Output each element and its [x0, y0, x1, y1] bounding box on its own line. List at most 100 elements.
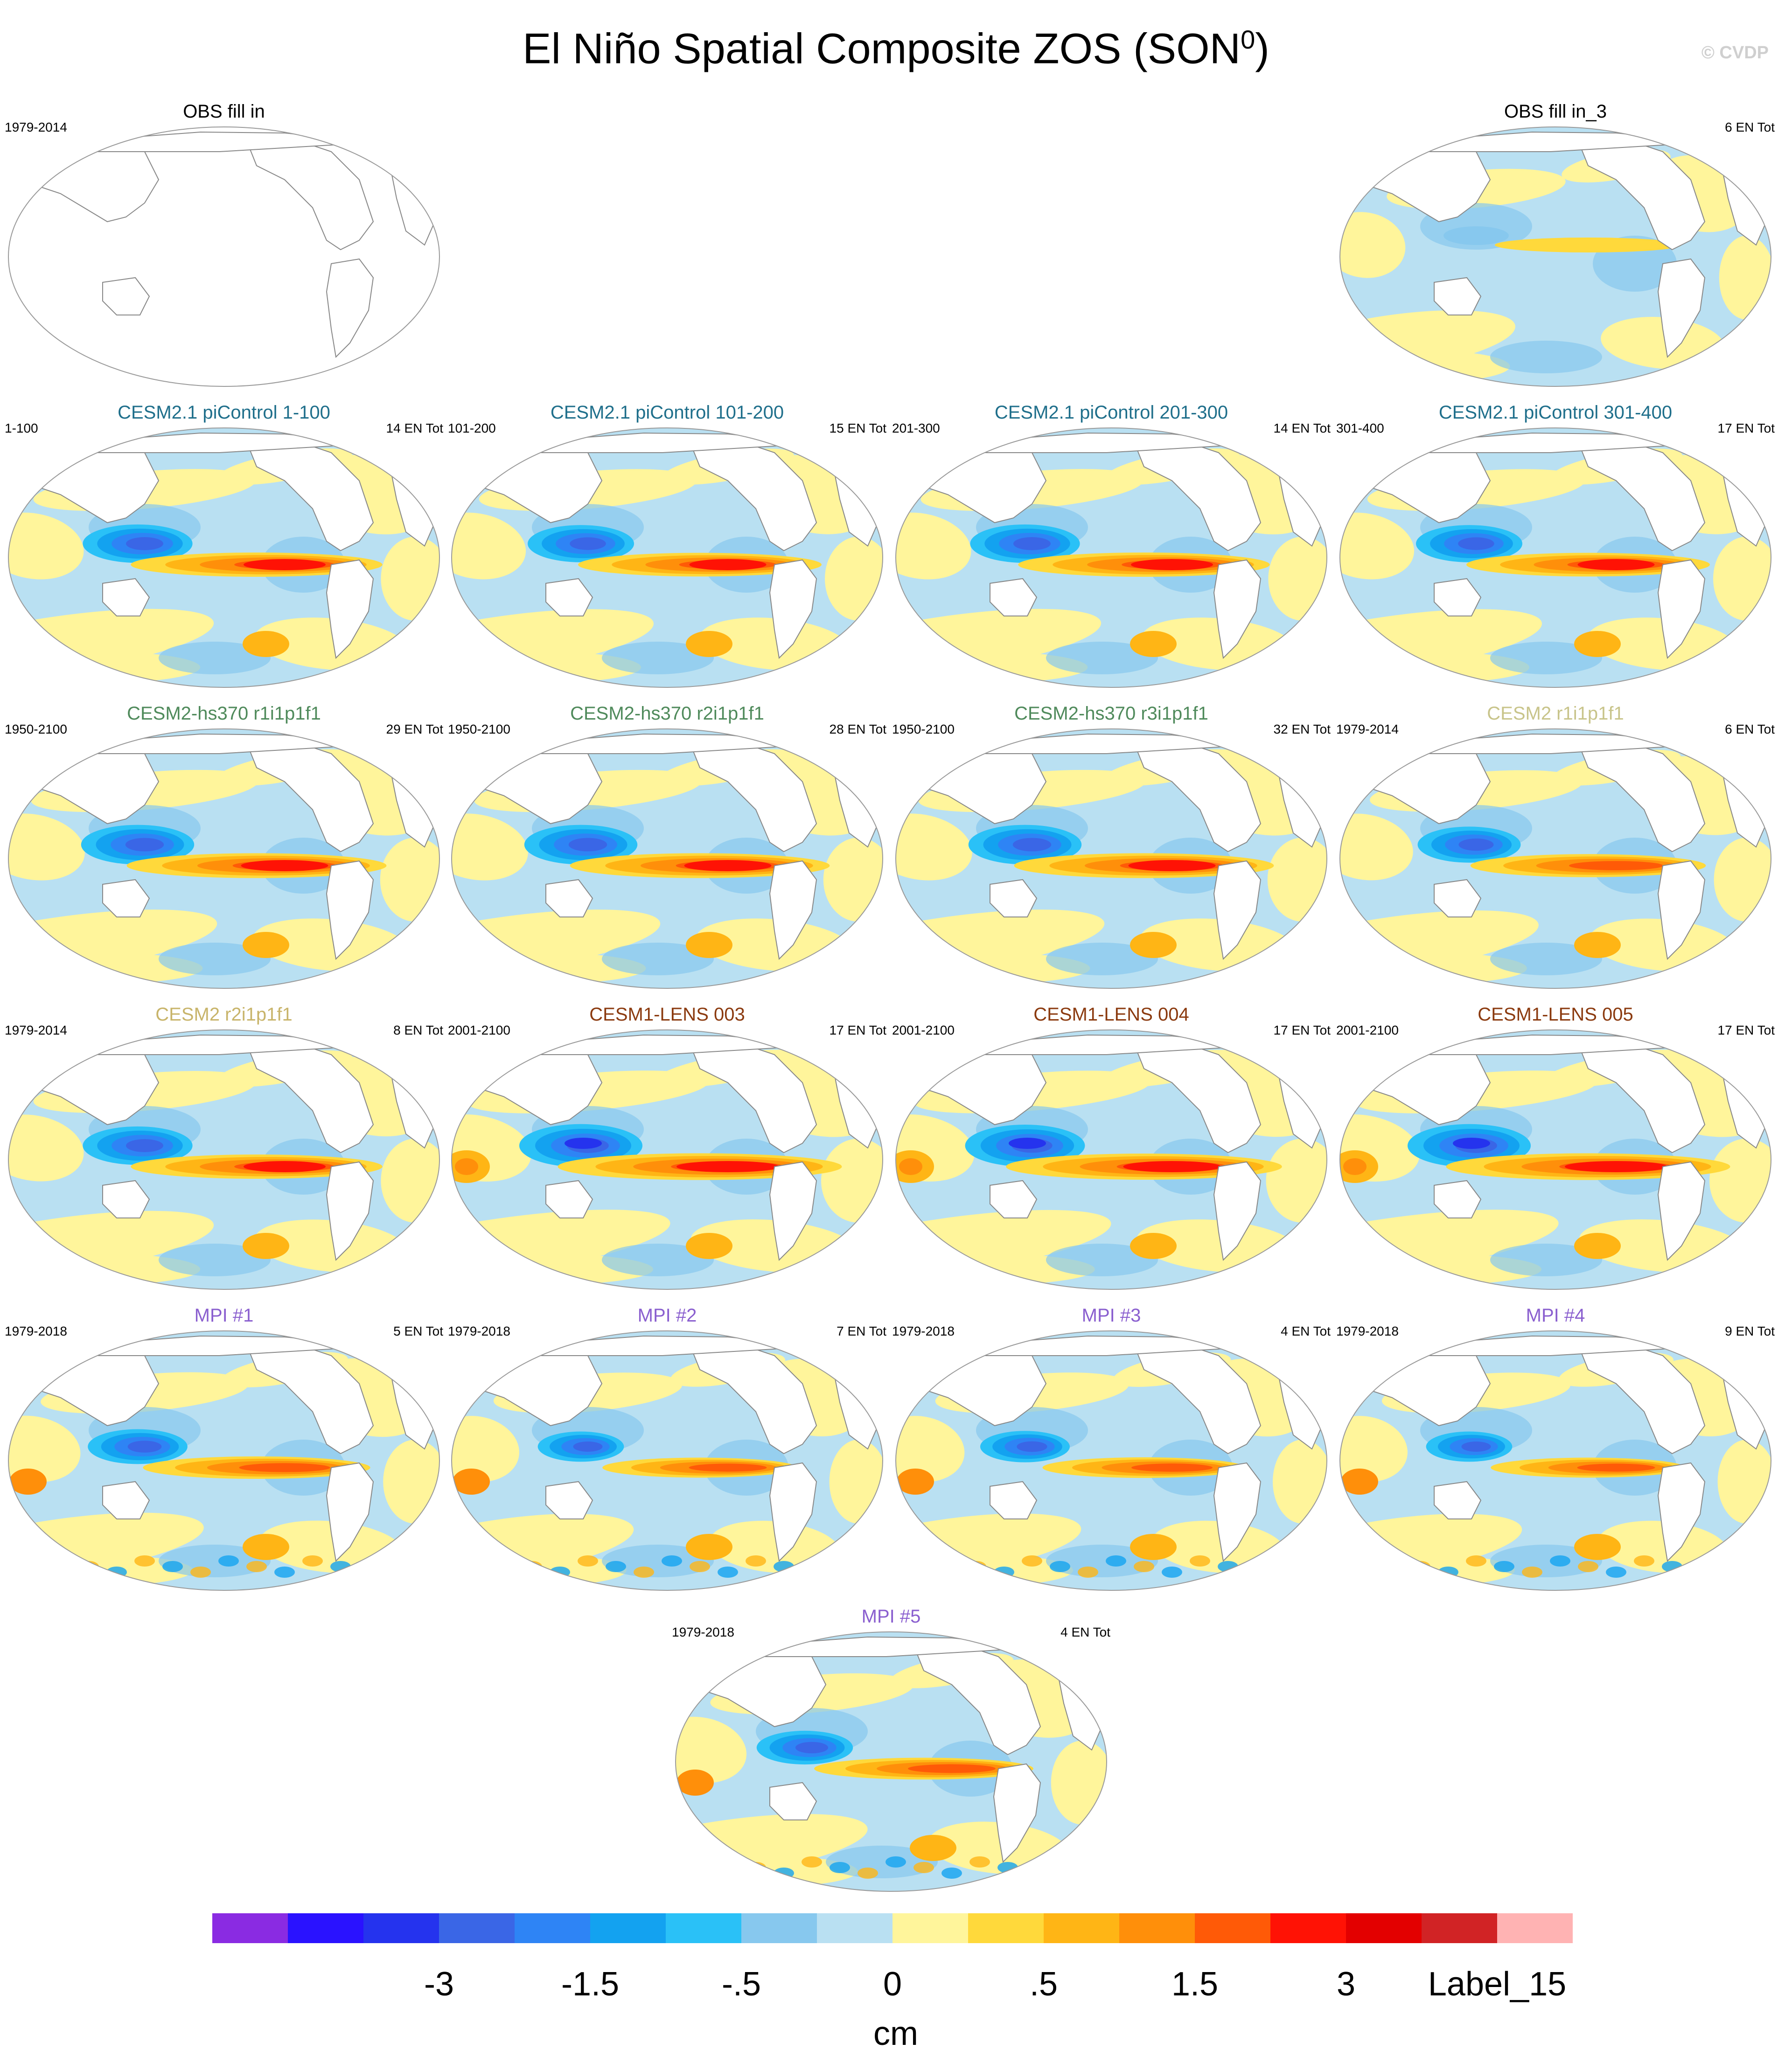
anomaly-positive-weak: [1717, 1440, 1771, 1524]
anomaly-positive-weak: [1719, 236, 1771, 320]
colorbar-swatch: [1270, 1913, 1346, 1943]
anomaly-negative-weak: [1046, 1244, 1158, 1276]
southern-ocean-eddy: [1410, 1561, 1430, 1572]
anomaly-negative-weak: [602, 1244, 714, 1276]
copyright-label: © CVDP: [1701, 43, 1769, 63]
colorbar-swatch: [817, 1913, 893, 1943]
southern-ocean-eddy: [746, 1555, 766, 1567]
indian-ocean-anomaly-core: [455, 1158, 478, 1175]
southern-ocean-eddy: [606, 1561, 626, 1572]
south-pacific-anomaly: [1574, 1534, 1621, 1560]
southern-ocean-eddy: [358, 1567, 379, 1578]
land-mass: [545, 1481, 593, 1519]
south-pacific-anomaly: [686, 631, 732, 657]
southern-ocean-eddy: [886, 1856, 906, 1868]
land-mass: [1213, 860, 1262, 960]
land-mass: [990, 1180, 1038, 1218]
anomaly-negative-weak: [1490, 642, 1602, 674]
map-canvas: [451, 728, 883, 989]
land-mass: [1134, 438, 1262, 552]
map-panel: CESM2 r2i1p1f1 1979-2014 8 EN Tot: [5, 1003, 443, 1293]
map-outline: [1339, 1029, 1771, 1290]
panel-title: CESM2.1 piControl 1-100: [118, 402, 330, 423]
land-mass: [1434, 578, 1482, 616]
anomaly-negative-weak: [1490, 1244, 1602, 1276]
south-pacific-anomaly: [1130, 1233, 1177, 1259]
colorbar-units: cm: [873, 2015, 918, 2052]
map-outline: [895, 728, 1327, 989]
land-mass: [913, 1642, 1041, 1756]
map-outline: [1339, 728, 1771, 989]
southern-ocean-eddy: [802, 1856, 822, 1868]
southern-ocean-eddy: [1438, 1567, 1458, 1578]
map-canvas: [1339, 728, 1771, 989]
panel-count: 17 EN Tot: [1717, 1023, 1775, 1037]
southern-ocean-eddy: [718, 1567, 738, 1578]
panel-period: 2001-2100: [448, 1023, 510, 1037]
anomaly-positive-strong: [241, 860, 328, 871]
southern-ocean-eddy: [774, 1868, 794, 1879]
anomaly-negative: [1017, 1441, 1047, 1452]
panel-period: 301-400: [1336, 421, 1384, 435]
anomaly-positive-strong: [1131, 559, 1213, 570]
panel-title: MPI #2: [637, 1305, 697, 1326]
anomaly-negative-weak: [1490, 943, 1602, 975]
land-mass: [1213, 1462, 1262, 1562]
panel-period: 1979-2018: [5, 1324, 67, 1338]
panel-period: 1979-2014: [5, 1023, 67, 1037]
map-outline: [451, 728, 883, 989]
land-mass: [60, 131, 378, 152]
southern-ocean-eddy: [1690, 1567, 1710, 1578]
anomaly-positive-strong: [244, 1161, 326, 1172]
colorbar-tick-label: -3: [424, 1966, 454, 2003]
indian-ocean-anomaly-core: [899, 1158, 922, 1175]
map-canvas: [1339, 427, 1771, 688]
anomaly-positive-strong: [676, 1161, 779, 1172]
panel-period: 1950-2100: [5, 722, 67, 736]
panel-period: 1-100: [5, 421, 38, 435]
panel-period: 2001-2100: [892, 1023, 955, 1037]
land-mass: [1134, 739, 1262, 853]
anomaly-negative: [125, 838, 164, 852]
map-panel: OBS fill in 1979-2014: [5, 100, 443, 390]
southern-ocean-eddy: [246, 1561, 267, 1572]
panel-title: CESM2-hs370 r2i1p1f1: [570, 703, 764, 724]
anomaly-negative-weak: [602, 642, 714, 674]
colorbar-swatch: [741, 1913, 817, 1943]
southern-ocean-eddy: [1025, 1868, 1046, 1879]
land-mass: [1657, 860, 1706, 960]
panel-count: 17 EN Tot: [1717, 421, 1775, 435]
land-mass: [1434, 277, 1482, 315]
land-mass: [1213, 1161, 1262, 1261]
panel-count: 6 EN Tot: [1725, 120, 1775, 134]
southern-ocean-eddy: [1522, 1567, 1542, 1578]
land-mass: [326, 1462, 374, 1562]
anomaly-positive-strong: [1123, 1161, 1221, 1172]
panel-title: MPI #4: [1526, 1305, 1585, 1326]
southern-ocean-eddy: [1134, 1561, 1154, 1572]
southern-ocean-eddy: [966, 1561, 986, 1572]
panel-period: 1979-2014: [5, 120, 67, 134]
south-pacific-anomaly: [243, 1233, 289, 1259]
panel-title: CESM2.1 piControl 101-200: [550, 402, 784, 423]
southern-ocean-eddy: [274, 1567, 295, 1578]
panel-title: CESM1-LENS 004: [1033, 1004, 1189, 1025]
south-pacific-anomaly: [1574, 932, 1621, 958]
colorbar-swatch: [1497, 1913, 1573, 1943]
southern-ocean-eddy: [1466, 1555, 1486, 1567]
panel-period: 101-200: [448, 421, 496, 435]
anomaly-positive-weak: [896, 813, 972, 881]
southern-ocean-eddy: [690, 1561, 710, 1572]
indian-ocean-anomaly: [453, 1469, 490, 1495]
anomaly-positive: [908, 1764, 996, 1773]
panel-period: 1979-2018: [448, 1324, 510, 1338]
map-panel: CESM1-LENS 005 2001-2100 17 EN Tot: [1336, 1003, 1775, 1293]
map-outline: [675, 1631, 1107, 1892]
map-canvas: [451, 1330, 883, 1591]
land-mass: [326, 1161, 374, 1261]
southern-ocean-eddy: [1578, 1561, 1598, 1572]
land-mass: [690, 1341, 817, 1455]
anomaly-positive-weak: [8, 1114, 84, 1182]
anomaly-negative: [573, 1441, 603, 1452]
land-mass: [102, 879, 150, 917]
